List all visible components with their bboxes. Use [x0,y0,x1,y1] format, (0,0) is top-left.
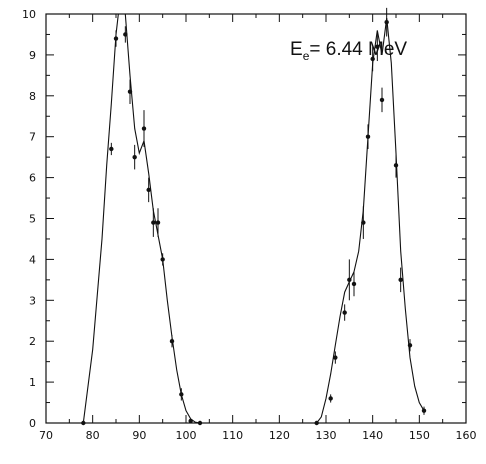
data-point [393,163,399,168]
data-point [109,146,114,152]
fit-curve-segment [69,14,201,423]
data-point [333,355,338,360]
data-point [123,32,128,37]
fit-curve [69,14,425,423]
data-point [169,339,175,344]
data-point [347,277,352,283]
x-tick-label: 100 [176,429,197,442]
y-tick-label: 10 [22,8,36,21]
data-point [370,56,375,62]
data-point [197,420,203,426]
y-tick-label: 0 [29,417,36,430]
energy-subscript: e [303,49,310,63]
x-tick-label: 80 [86,429,100,442]
data-point [328,396,333,401]
data-point [141,126,147,131]
data-point [379,97,385,103]
data-point [113,36,119,41]
data-point [146,187,151,193]
data-point [132,154,137,160]
x-axis: 70 80 90 100 110 120 130 140 150 160 [39,14,477,442]
energy-symbol: E [290,39,303,60]
data-point [155,220,161,225]
y-tick-label: 6 [29,172,36,185]
x-tick-label: 130 [316,429,337,442]
x-tick-label: 120 [269,429,290,442]
data-point [384,19,389,25]
y-tick-label: 7 [29,131,36,144]
data-point [398,277,403,283]
plot-frame [45,13,467,424]
data-point [314,420,319,426]
x-tick-label: 140 [362,429,383,442]
fit-curve-segment [302,18,425,423]
x-tick-label: 90 [132,429,146,442]
data-point [407,343,413,348]
energy-value: = 6.44 MeV [309,39,407,60]
data-point [421,408,427,413]
data-point [151,220,156,225]
data-point [375,44,380,49]
data-point [160,257,165,262]
data-point [188,418,193,424]
data-point [179,392,184,397]
data-point [81,420,86,426]
data-point [361,220,366,225]
y-tick-label: 4 [29,253,36,266]
data-points [81,7,427,426]
y-tick-label: 1 [29,376,36,389]
x-tick-label: 110 [222,429,243,442]
y-tick-label: 3 [29,294,36,307]
x-tick-label: 70 [39,429,53,442]
y-tick-label: 8 [29,90,36,103]
y-axis: 0 1 2 3 4 5 6 7 8 9 10 [22,8,466,430]
y-tick-label: 9 [29,49,36,62]
plot-border [45,13,467,424]
y-tick-label: 5 [29,213,36,226]
energy-annotation: Ee= 6.44 MeV [290,39,407,63]
data-point [365,134,371,139]
x-tick-label: 160 [456,429,477,442]
x-tick-label: 150 [409,429,430,442]
data-point [342,310,347,315]
data-point [127,89,133,94]
y-tick-label: 2 [29,335,36,348]
data-point [351,281,357,287]
